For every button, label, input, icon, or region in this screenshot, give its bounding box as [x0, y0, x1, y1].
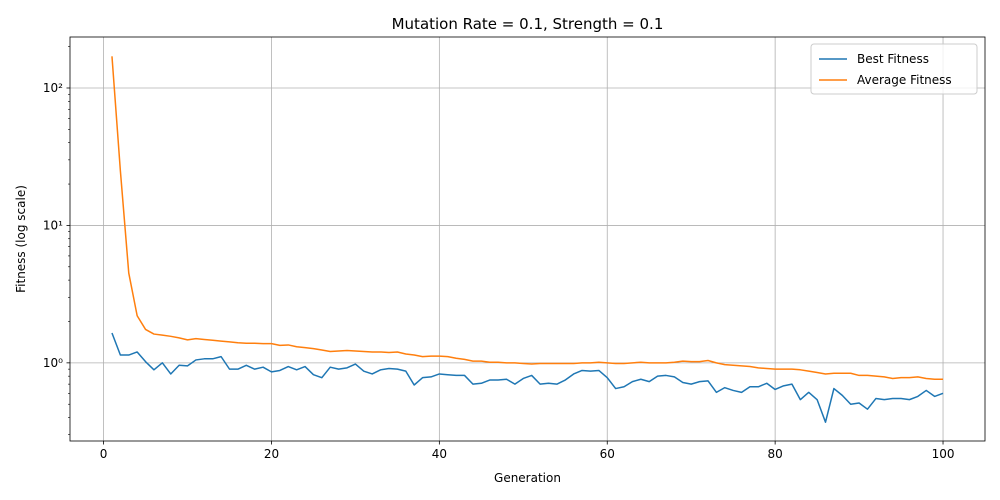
x-tick-label: 20: [264, 447, 279, 461]
x-tick-label: 40: [432, 447, 447, 461]
x-tick-label: 60: [600, 447, 615, 461]
x-tick-label: 80: [767, 447, 782, 461]
y-tick-label: 10²: [43, 81, 63, 95]
chart-title: Mutation Rate = 0.1, Strength = 0.1: [392, 15, 664, 33]
series-line-best-fitness: [111, 332, 944, 423]
x-axis-label: Generation: [494, 471, 561, 485]
y-tick-label: 10⁰: [43, 356, 63, 370]
y-axis-label: Fitness (log scale): [14, 185, 28, 293]
legend-entry-label: Best Fitness: [857, 52, 929, 66]
legend-box: [810, 43, 978, 95]
x-tick-label: 100: [932, 447, 955, 461]
legend: Best Fitness Average Fitness: [810, 43, 978, 95]
legend-entry-label: Average Fitness: [857, 73, 952, 87]
series-layer: [111, 56, 944, 423]
y-tick-label: 10¹: [43, 218, 63, 232]
axis-ticks: 0 20 40 60 80 100 10⁰ 10¹ 10²: [43, 46, 955, 461]
series-line-average-fitness: [111, 56, 944, 380]
x-tick-label: 0: [100, 447, 108, 461]
